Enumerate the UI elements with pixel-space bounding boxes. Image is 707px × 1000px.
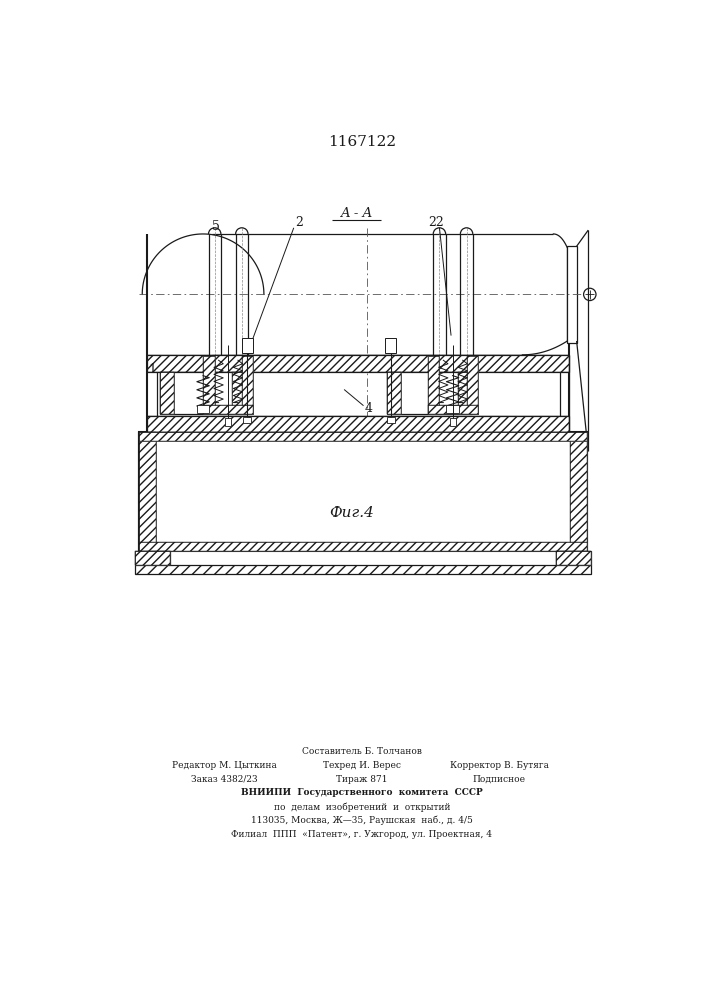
Bar bbox=[244, 344, 250, 353]
FancyBboxPatch shape bbox=[150, 436, 575, 546]
Bar bbox=[146, 416, 569, 432]
Bar bbox=[387, 344, 394, 353]
Text: Составитель Б. Толчанов: Составитель Б. Толчанов bbox=[302, 747, 422, 756]
Bar bbox=[146, 416, 569, 432]
Text: Техред И. Верес: Техред И. Верес bbox=[323, 761, 401, 770]
Text: Редактор М. Цыткина: Редактор М. Цыткина bbox=[172, 761, 276, 770]
Bar bbox=[203, 356, 215, 414]
Bar bbox=[242, 338, 252, 353]
Bar bbox=[146, 355, 569, 372]
Bar bbox=[243, 417, 251, 423]
Bar bbox=[135, 551, 170, 565]
Bar bbox=[139, 432, 156, 551]
Text: 1: 1 bbox=[148, 363, 157, 376]
Text: по  делам  изобретений  и  открытий: по делам изобретений и открытий bbox=[274, 802, 450, 812]
Text: ВНИИПИ  Государственного  комитета  СССР: ВНИИПИ Государственного комитета СССР bbox=[241, 788, 483, 797]
Bar bbox=[458, 372, 472, 414]
Text: 1167122: 1167122 bbox=[328, 135, 396, 149]
Bar bbox=[160, 372, 175, 414]
Bar bbox=[135, 551, 170, 565]
Bar bbox=[556, 551, 590, 565]
Bar bbox=[160, 372, 246, 414]
Bar bbox=[467, 356, 478, 414]
Bar bbox=[242, 356, 253, 414]
Bar bbox=[385, 338, 396, 353]
Bar bbox=[387, 372, 472, 414]
Bar bbox=[139, 432, 587, 441]
Bar bbox=[139, 432, 587, 551]
Bar bbox=[146, 355, 569, 372]
Text: Корректор В. Бутяга: Корректор В. Бутяга bbox=[450, 761, 549, 770]
Bar bbox=[556, 551, 590, 565]
Text: Заказ 4382/23: Заказ 4382/23 bbox=[191, 775, 257, 784]
Bar bbox=[135, 565, 590, 574]
Bar bbox=[458, 372, 472, 414]
Bar bbox=[570, 432, 587, 551]
Text: A - A: A - A bbox=[339, 207, 372, 220]
Bar bbox=[428, 356, 440, 414]
Bar bbox=[139, 542, 587, 551]
Text: 113035, Москва, Ж—35, Раушская  наб., д. 4/5: 113035, Москва, Ж—35, Раушская наб., д. … bbox=[251, 816, 473, 825]
Bar bbox=[467, 356, 478, 414]
Text: 2: 2 bbox=[296, 216, 303, 229]
Bar bbox=[232, 372, 246, 414]
Bar bbox=[203, 356, 215, 414]
Bar bbox=[232, 372, 246, 414]
Bar bbox=[139, 542, 587, 551]
Text: Филиал  ППП  «Патент», г. Ужгород, ул. Проектная, 4: Филиал ППП «Патент», г. Ужгород, ул. Про… bbox=[231, 830, 493, 839]
Bar bbox=[139, 432, 156, 551]
Bar bbox=[570, 432, 587, 551]
Bar bbox=[225, 418, 231, 426]
Text: 22: 22 bbox=[428, 216, 443, 229]
Bar bbox=[428, 405, 478, 414]
Bar bbox=[387, 372, 401, 414]
Bar bbox=[556, 551, 590, 565]
Bar bbox=[450, 418, 456, 426]
Bar bbox=[242, 356, 253, 414]
Bar bbox=[446, 405, 459, 413]
Bar bbox=[197, 405, 209, 413]
Bar bbox=[135, 551, 170, 565]
Bar bbox=[387, 372, 401, 414]
Bar bbox=[139, 432, 587, 441]
Text: Фиг.4: Фиг.4 bbox=[329, 506, 374, 520]
Bar bbox=[567, 246, 577, 343]
Bar bbox=[428, 405, 478, 414]
Text: 4: 4 bbox=[365, 402, 373, 415]
Bar bbox=[387, 417, 395, 423]
Text: Подписное: Подписное bbox=[472, 775, 525, 784]
Bar bbox=[203, 405, 253, 414]
Bar bbox=[428, 356, 440, 414]
Bar bbox=[203, 405, 253, 414]
Text: Тираж 871: Тираж 871 bbox=[337, 775, 387, 784]
Text: 5: 5 bbox=[212, 220, 220, 233]
Bar bbox=[160, 372, 175, 414]
